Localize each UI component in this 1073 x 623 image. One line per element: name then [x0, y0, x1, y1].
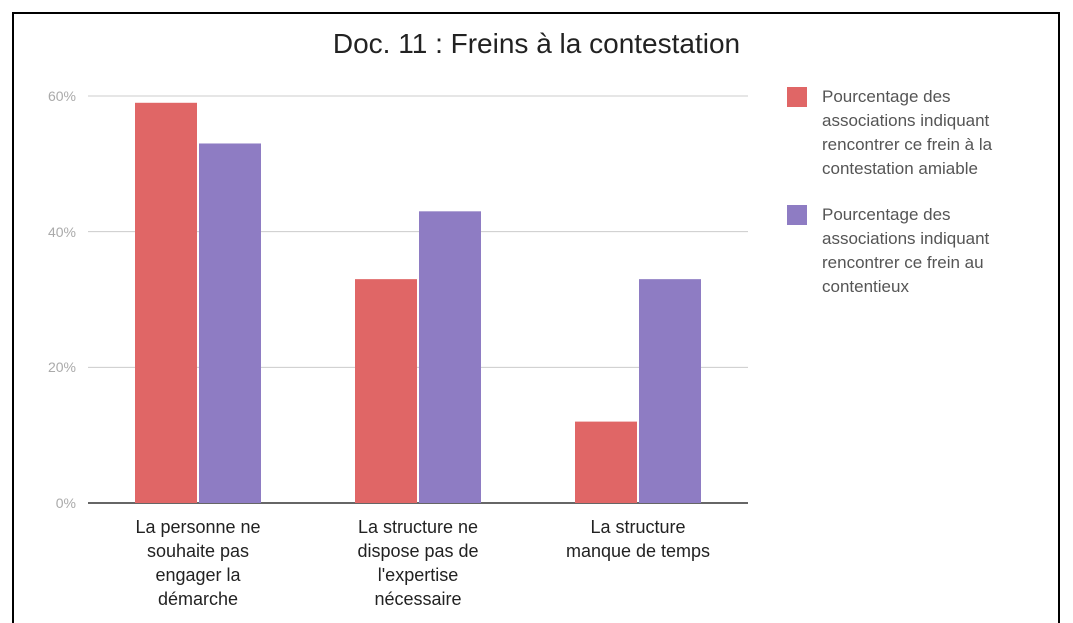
bar [199, 143, 261, 503]
x-tick-label: La structure manque de temps [565, 517, 711, 561]
bar [575, 421, 637, 503]
y-tick-label: 0% [55, 495, 76, 511]
legend-swatch [787, 205, 807, 225]
x-tick-label: La structure ne dispose pas de l'experti… [357, 517, 479, 609]
legend-label: Pourcentage des associations indiquant r… [822, 87, 993, 178]
legend-label: Pourcentage des associations indiquant r… [822, 205, 990, 296]
x-tick-label: La personne ne souhaite pas engager la d… [135, 517, 261, 609]
y-tick-label: 40% [47, 223, 76, 240]
chart-title: Doc. 11 : Freins à la contestation [332, 28, 741, 59]
bar [639, 279, 701, 503]
bar [135, 102, 197, 504]
y-tick-label: 60% [47, 88, 76, 104]
legend-swatch [787, 87, 807, 107]
y-tick-label: 20% [47, 359, 76, 376]
bar [355, 279, 417, 503]
bar [419, 211, 481, 504]
frame [12, 12, 1060, 623]
